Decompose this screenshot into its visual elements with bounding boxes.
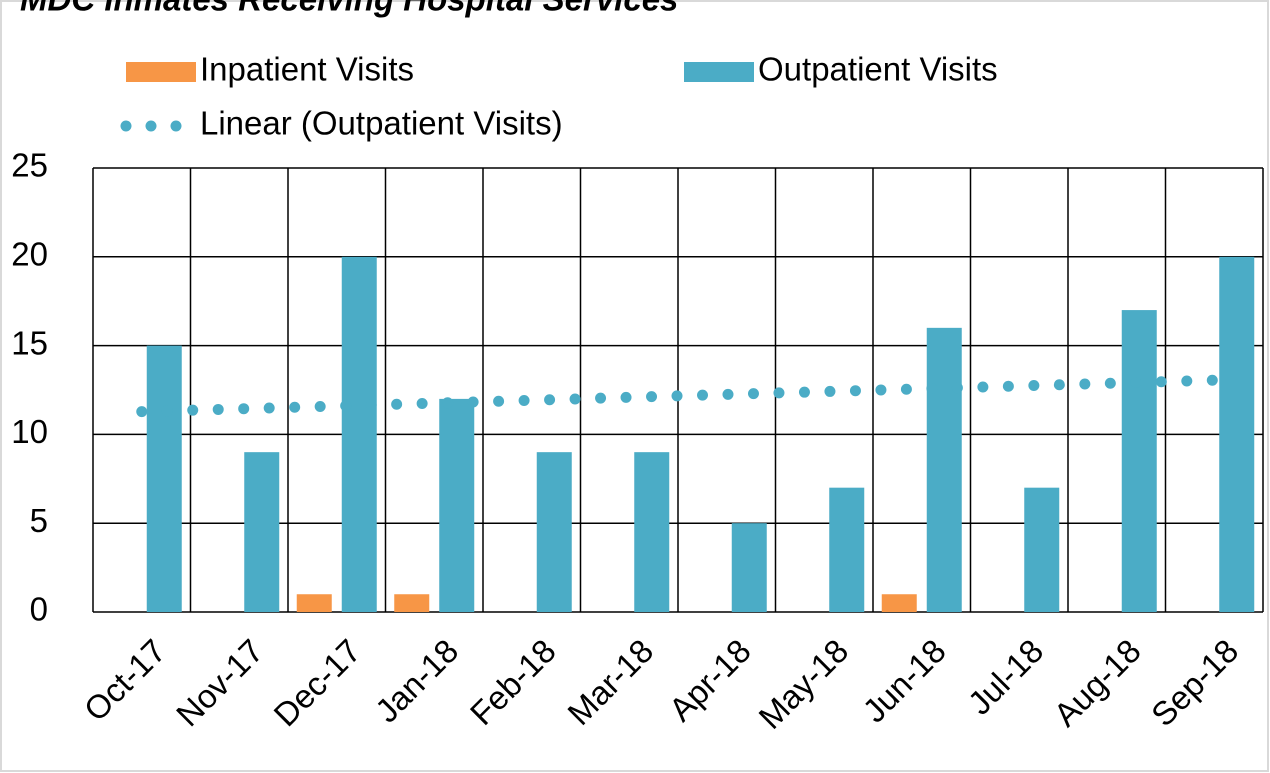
y-tick-label: 5 — [30, 502, 48, 539]
bar — [1024, 487, 1060, 612]
x-tick-label: Apr-18 — [662, 632, 758, 728]
x-tick-label: Oct-17 — [77, 632, 173, 728]
legend-swatch — [145, 120, 157, 132]
x-tick-label: Jun-18 — [855, 632, 953, 730]
x-tick-label: Aug-18 — [1046, 632, 1147, 733]
y-tick-label: 0 — [30, 591, 48, 628]
bar — [1121, 310, 1157, 612]
bar — [536, 452, 572, 612]
x-tick-label: Jul-18 — [961, 632, 1051, 722]
bar — [731, 523, 767, 612]
bar — [394, 594, 430, 612]
x-tick-label: Dec-17 — [266, 632, 367, 733]
bar — [146, 345, 182, 612]
x-tick-label: Mar-18 — [560, 632, 660, 732]
trend-line — [136, 374, 1220, 418]
x-tick-label: May-18 — [751, 632, 855, 736]
x-tick-label: Feb-18 — [463, 632, 563, 732]
y-tick-label: 25 — [11, 147, 48, 184]
bar — [296, 594, 332, 612]
bar — [926, 327, 962, 612]
bar — [1219, 256, 1255, 612]
bar — [341, 256, 377, 612]
legend-label: Inpatient Visits — [200, 51, 414, 88]
bar — [244, 452, 280, 612]
legend-swatch — [170, 120, 182, 132]
x-tick-label: Sep-18 — [1144, 632, 1245, 733]
y-tick-label: 20 — [11, 236, 48, 273]
bar — [439, 398, 475, 612]
legend-swatch — [684, 62, 754, 82]
legend-label: Linear (Outpatient Visits) — [200, 105, 563, 142]
x-tick-label: Jan-18 — [368, 632, 466, 730]
chart-title: MDC Inmates Receiving Hospital Services — [20, 0, 678, 18]
bar — [634, 452, 670, 612]
y-tick-label: 10 — [11, 413, 48, 450]
legend-label: Outpatient Visits — [758, 51, 998, 88]
bar — [829, 487, 865, 612]
legend-swatch — [120, 120, 132, 132]
x-tick-label: Nov-17 — [169, 632, 270, 733]
legend-swatch — [126, 62, 196, 82]
bar — [881, 594, 917, 612]
y-tick-label: 15 — [11, 324, 48, 361]
